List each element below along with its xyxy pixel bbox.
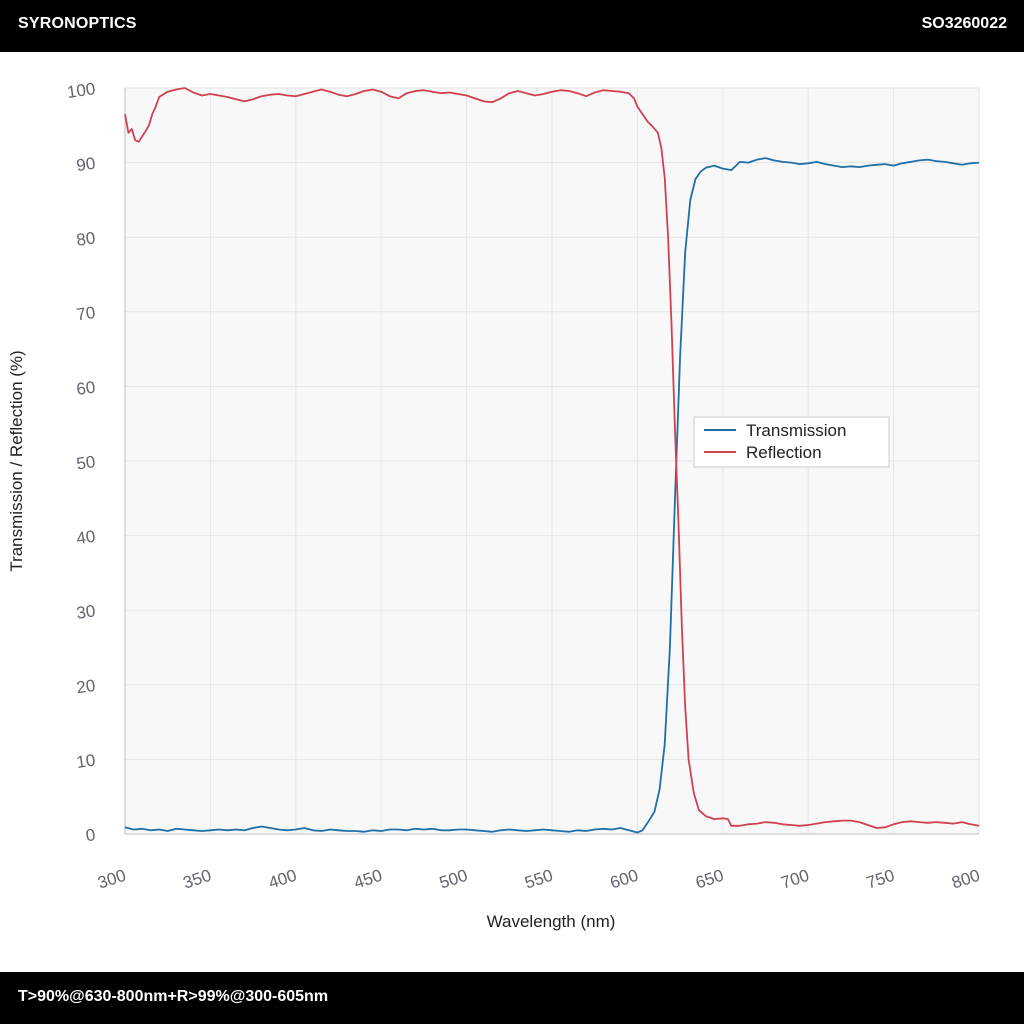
legend-label-transmission: Transmission	[746, 421, 846, 440]
x-tick-label: 300	[95, 866, 128, 893]
y-tick-label: 0	[85, 825, 97, 845]
y-tick-label: 40	[75, 527, 96, 548]
part-number: SO3260022	[921, 15, 1007, 32]
spec-text: T>90%@630-800nm+R>99%@300-605nm	[18, 988, 329, 1005]
series-lines	[124, 87, 980, 834]
x-tick-label: 800	[949, 866, 982, 893]
series-line-reflection	[124, 87, 980, 829]
series-line-transmission	[124, 157, 980, 834]
x-tick-label: 650	[693, 866, 726, 893]
footer-bar: T>90%@630-800nm+R>99%@300-605nm	[0, 972, 1024, 1024]
y-tick-label: 90	[75, 154, 96, 175]
x-tick-label: 500	[437, 866, 470, 893]
header-bar: SYRONOPTICS SO3260022	[0, 0, 1024, 52]
y-tick-labels: 0 10 20 30 40 50 60 70 80 90 100	[66, 79, 97, 845]
legend-box	[693, 416, 890, 468]
x-axis-title: Wavelength (nm)	[487, 912, 616, 931]
spectrum-chart: 0 10 20 30 40 50 60 70 80 90 100 300 350 400 450 500 55…	[7, 79, 982, 931]
y-tick-label: 100	[66, 79, 97, 102]
legend: Transmission Reflection	[693, 416, 890, 468]
y-tick-label: 80	[75, 228, 96, 249]
x-tick-label: 700	[779, 866, 812, 893]
axes	[124, 88, 979, 835]
y-tick-label: 70	[75, 303, 96, 324]
y-tick-label: 60	[75, 378, 96, 399]
y-axis-title: Transmission / Reflection (%)	[7, 350, 26, 571]
y-tick-label: 20	[75, 676, 96, 697]
grid-lines	[124, 87, 980, 835]
x-tick-label: 750	[864, 866, 897, 893]
brand-name: SYRONOPTICS	[18, 15, 137, 32]
x-tick-labels: 300 350 400 450 500 550 600 650 700 750 800	[95, 866, 982, 893]
x-tick-label: 400	[266, 866, 299, 893]
y-tick-label: 30	[75, 601, 96, 622]
x-tick-label: 350	[181, 866, 214, 893]
y-tick-label: 50	[75, 452, 96, 473]
legend-label-reflection: Reflection	[746, 443, 822, 462]
x-tick-label: 550	[522, 866, 555, 893]
x-tick-label: 600	[608, 866, 641, 893]
x-tick-label: 450	[352, 866, 385, 893]
y-tick-label: 10	[75, 751, 96, 772]
